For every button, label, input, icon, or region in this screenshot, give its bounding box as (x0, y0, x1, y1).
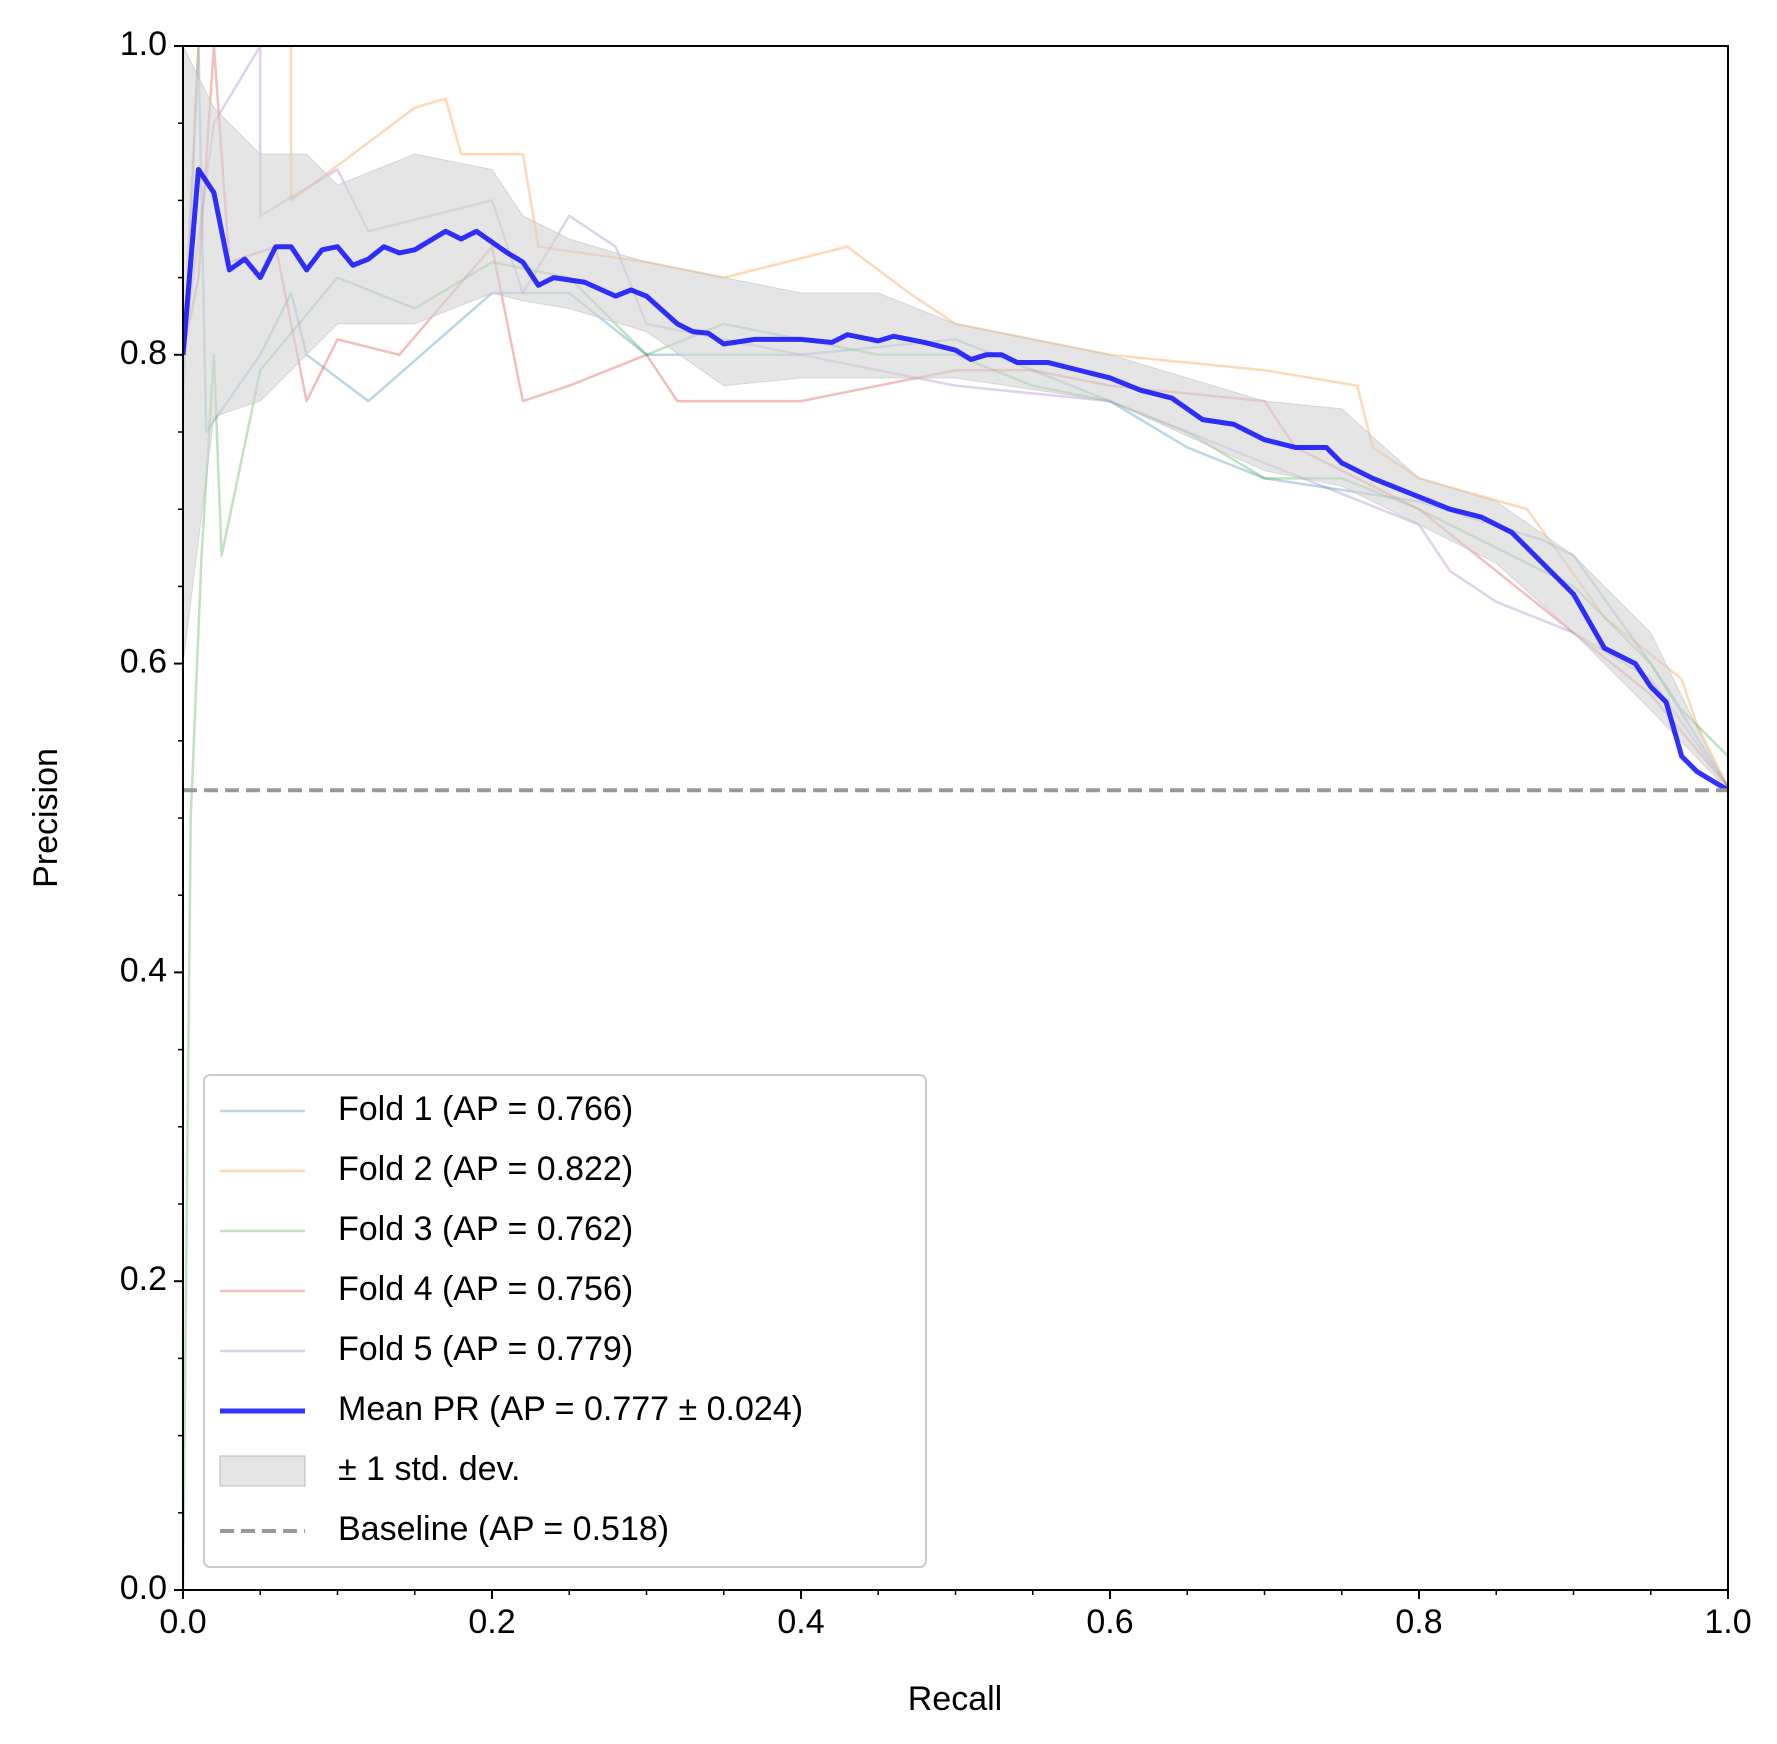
legend-swatch (219, 1455, 306, 1487)
legend-label: ± 1 std. dev. (338, 1450, 520, 1488)
x-tick-label: 0.6 (1086, 1603, 1133, 1641)
plot-frame (182, 45, 1729, 1591)
plot-area (183, 46, 1728, 1590)
x-axis-label: Recall (908, 1680, 1002, 1718)
legend-label: Fold 5 (AP = 0.779) (338, 1330, 633, 1368)
x-tick-label: 0.2 (468, 1603, 515, 1641)
std-band (183, 46, 1728, 791)
x-tick-label: 0.4 (777, 1603, 824, 1641)
y-tick-label: 0.6 (120, 643, 167, 681)
legend-label: Fold 3 (AP = 0.762) (338, 1210, 633, 1248)
legend-label: Baseline (AP = 0.518) (338, 1510, 669, 1548)
x-tick-label: 1.0 (1704, 1603, 1751, 1641)
x-tick-label: 0.8 (1395, 1603, 1442, 1641)
pr-curve (183, 167, 1728, 793)
y-tick-label: 1.0 (120, 25, 167, 63)
x-tick-label: 0.0 (159, 1603, 206, 1641)
legend-label: Fold 1 (AP = 0.766) (338, 1090, 633, 1128)
pr-curve (183, 46, 1728, 788)
legend-label: Fold 2 (AP = 0.822) (338, 1150, 633, 1188)
y-axis-label: Precision (27, 748, 65, 888)
y-tick-label: 0.8 (120, 334, 167, 372)
y-tick-label: 0.0 (120, 1569, 167, 1607)
y-tick-label: 0.2 (120, 1260, 167, 1298)
legend-label: Mean PR (AP = 0.777 ± 0.024) (338, 1390, 803, 1428)
y-tick-label: 0.4 (120, 951, 167, 989)
legend-label: Fold 4 (AP = 0.756) (338, 1270, 633, 1308)
legend-box (203, 1074, 927, 1568)
